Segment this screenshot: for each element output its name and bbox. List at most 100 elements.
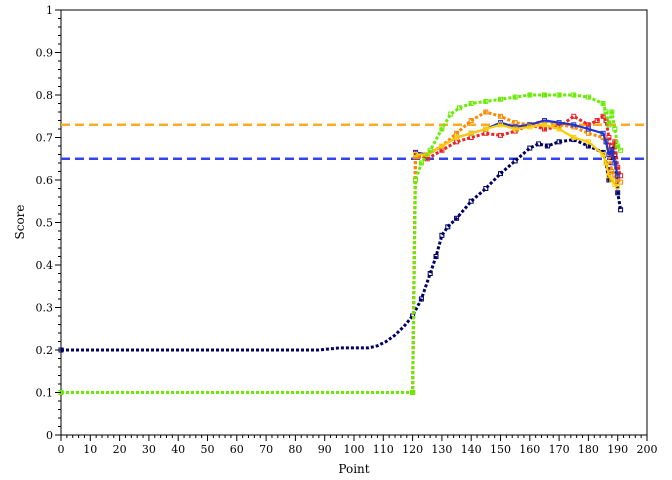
data-point [556, 120, 562, 126]
data-point [457, 105, 462, 111]
plot-area [60, 9, 648, 436]
data-point [439, 126, 445, 132]
data-point [615, 143, 621, 149]
x-tick-label: 20 [113, 443, 127, 456]
data-point [585, 139, 591, 145]
data-point [483, 126, 489, 132]
x-tick-label: 170 [549, 443, 570, 456]
y-axis: 0 0.1 0.2 0.3 0.4 0.5 0.6 0.7 0.8 0.9 1 [36, 4, 61, 442]
y-tick-label: 0.4 [36, 259, 54, 272]
y-tick-label: 0.3 [36, 302, 54, 315]
series-line [61, 110, 622, 394]
data-point [512, 126, 518, 132]
data-point [413, 152, 418, 157]
data-point [585, 126, 591, 132]
data-point [454, 135, 460, 140]
x-tick-label: 60 [230, 443, 244, 456]
data-point [427, 271, 433, 276]
data-point [618, 207, 624, 213]
data-point [606, 173, 612, 179]
x-tick-label: 100 [344, 443, 365, 456]
x-tick-label: 80 [288, 443, 302, 456]
series-layer [58, 92, 624, 395]
x-tick-label: 140 [461, 443, 482, 456]
data-point [615, 173, 621, 179]
data-point [498, 113, 503, 119]
data-point [600, 113, 606, 119]
y-axis-title: Score [13, 204, 27, 239]
y-tick-label: 0.5 [36, 217, 54, 230]
data-point [556, 139, 562, 145]
data-point [603, 109, 609, 115]
data-point [413, 177, 418, 183]
x-tick-label: 50 [201, 443, 215, 456]
series-line [415, 123, 619, 188]
data-point [536, 141, 542, 147]
x-axis: 0 10 20 30 40 50 60 70 80 90 100 110 120 130 140 150 160… [58, 435, 658, 456]
y-tick-label: 0.9 [36, 47, 54, 60]
x-tick-label: 10 [83, 443, 97, 456]
data-point [603, 160, 609, 166]
data-point [606, 135, 612, 140]
data-point [527, 92, 533, 98]
data-point [445, 224, 451, 230]
data-point [615, 183, 621, 189]
data-point [606, 122, 612, 128]
data-point [603, 139, 609, 145]
data-point [527, 145, 533, 151]
data-point [609, 147, 615, 153]
data-point [483, 98, 489, 104]
x-tick-label: 70 [259, 443, 273, 456]
data-point [609, 177, 615, 183]
x-tick-label: 30 [142, 443, 156, 456]
data-point [612, 126, 618, 132]
y-tick-label: 0.2 [36, 344, 54, 357]
y-tick-label: 0 [46, 429, 53, 442]
data-point [612, 160, 618, 166]
data-point [594, 118, 600, 123]
data-point [483, 109, 489, 115]
series-5 [413, 122, 621, 189]
data-point [512, 94, 518, 100]
y-tick-label: 0.8 [36, 89, 54, 102]
data-point [427, 147, 433, 153]
data-point [468, 198, 474, 204]
x-tick-label: 110 [373, 443, 394, 456]
data-point [606, 152, 612, 157]
data-point [618, 179, 624, 185]
data-point [556, 92, 562, 98]
data-point [498, 171, 503, 177]
data-point [483, 186, 489, 191]
y-tick-label: 0.6 [36, 174, 54, 187]
data-point [439, 143, 445, 149]
data-point [418, 160, 424, 166]
data-point [542, 122, 547, 128]
x-tick-label: 0 [58, 443, 65, 456]
data-point [571, 113, 577, 119]
data-point [571, 122, 577, 128]
data-point [618, 173, 624, 179]
data-point [615, 190, 621, 196]
data-point [618, 147, 624, 153]
data-point [498, 96, 503, 102]
x-tick-label: 160 [519, 443, 540, 456]
data-point [542, 92, 547, 98]
x-tick-label: 180 [578, 443, 599, 456]
y-tick-label: 0.7 [36, 132, 54, 145]
x-tick-label: 120 [402, 443, 423, 456]
data-point [556, 126, 562, 132]
x-tick-label: 130 [431, 443, 452, 456]
data-point [609, 109, 615, 115]
data-point [468, 101, 474, 106]
x-tick-label: 190 [607, 443, 628, 456]
x-axis-title: Point [338, 462, 369, 476]
data-point [433, 254, 439, 259]
series-6 [58, 92, 624, 395]
x-tick-label: 150 [490, 443, 511, 456]
data-point [600, 101, 606, 106]
data-point [600, 130, 606, 136]
y-tick-label: 0.1 [36, 387, 54, 400]
data-point [571, 92, 577, 98]
data-point [454, 215, 460, 221]
